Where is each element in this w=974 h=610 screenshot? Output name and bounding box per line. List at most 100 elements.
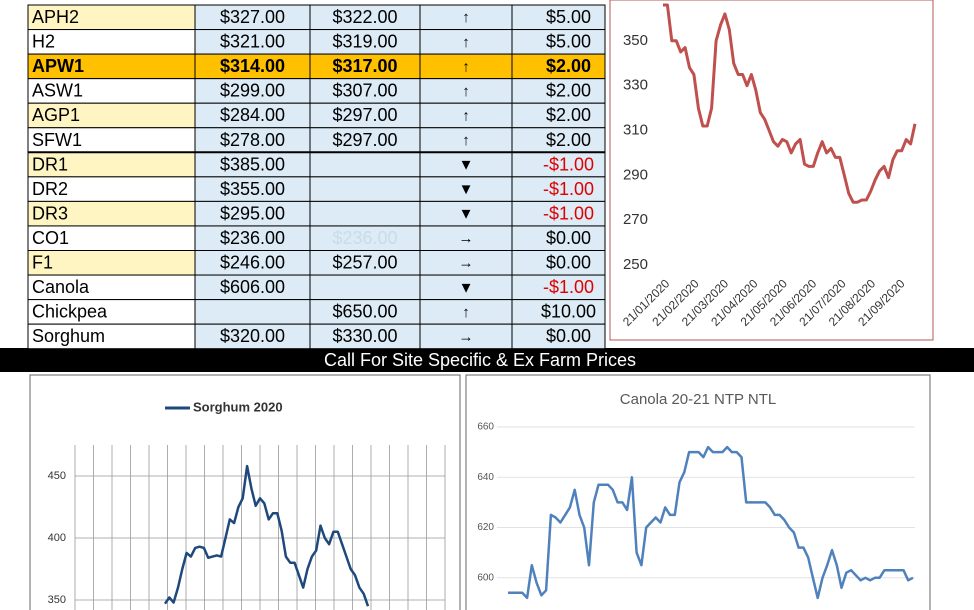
table-text: $257.00	[332, 253, 397, 273]
table-cell	[27, 323, 196, 350]
table-cell	[419, 78, 513, 104]
table-text: ↑	[462, 107, 470, 124]
table-text: ↑	[462, 304, 470, 321]
table-text: AGP1	[32, 105, 80, 125]
table-text: ↑	[462, 132, 470, 149]
table-cell	[194, 176, 311, 202]
table-cell	[309, 151, 421, 178]
table-cell	[511, 53, 606, 80]
table-text: $295.00	[220, 203, 285, 223]
table-cell	[511, 176, 606, 202]
table-cell	[194, 323, 311, 350]
table-cell	[419, 225, 513, 251]
table-cell	[511, 29, 606, 55]
table-text: ▼	[459, 206, 474, 223]
table-text: $278.00	[220, 130, 285, 150]
table-text: SFW1	[32, 130, 82, 150]
table-cell	[511, 323, 606, 350]
data-line	[163, 464, 370, 607]
table-text: ↑	[462, 83, 470, 100]
table-text: $0.00	[546, 326, 591, 346]
table-cell	[511, 299, 606, 325]
table-cell	[27, 299, 196, 325]
table-cell	[419, 53, 513, 80]
table-cell	[27, 78, 196, 104]
table-text: ASW1	[32, 81, 83, 101]
table-cell	[309, 225, 421, 251]
table-text: $297.00	[332, 105, 397, 125]
table-text: $10.00	[541, 302, 596, 322]
data-line	[508, 445, 914, 600]
table-text: $5.00	[546, 7, 591, 27]
chart-title: Canola 20-21 NTP NTL	[620, 391, 776, 408]
y-tick-label: 250	[623, 256, 648, 273]
table-cell	[194, 53, 311, 80]
table-cell	[511, 78, 606, 104]
table-text: ▼	[459, 157, 474, 174]
y-tick-label: 660	[477, 422, 494, 433]
table-text: ▼	[459, 181, 474, 198]
y-tick-label: 270	[623, 211, 648, 228]
table-text: $246.00	[220, 253, 285, 273]
banner-text: Call For Site Specific & Ex Farm Prices	[324, 350, 636, 370]
table-text: $284.00	[220, 105, 285, 125]
table-cell	[27, 176, 196, 202]
table-cell	[194, 299, 311, 325]
table-text: $307.00	[332, 81, 397, 101]
table-text: →	[459, 328, 474, 345]
table-text: CO1	[32, 228, 69, 248]
banner-bar	[0, 348, 974, 372]
table-cell	[27, 29, 196, 55]
table-cell	[309, 274, 421, 301]
table-cell	[194, 225, 311, 251]
table-cell	[194, 127, 311, 153]
table-cell	[27, 274, 196, 301]
table-text: $314.00	[220, 56, 285, 76]
table-text: $2.00	[546, 56, 591, 76]
table-text: $320.00	[220, 326, 285, 346]
table-cell	[309, 127, 421, 153]
table-text: $2.00	[546, 130, 591, 150]
table-text: APH2	[32, 7, 79, 27]
table-text: Chickpea	[32, 302, 108, 322]
y-tick-label: 330	[623, 77, 648, 94]
y-tick-label: 620	[477, 522, 494, 533]
table-text: ▼	[459, 279, 474, 296]
table-text: -$1.00	[543, 277, 594, 297]
table-text: -$1.00	[543, 179, 594, 199]
table-text: $319.00	[332, 32, 397, 52]
table-cell	[309, 176, 421, 202]
table-cell	[194, 274, 311, 301]
table-text: DR3	[32, 203, 68, 223]
table-text: $2.00	[546, 105, 591, 125]
table-text: H2	[32, 32, 55, 52]
chart-frame	[29, 374, 461, 610]
data-line	[663, 3, 917, 204]
table-cell	[27, 225, 196, 251]
table-cell	[309, 200, 421, 227]
table-text: $330.00	[332, 326, 397, 346]
table-text: APW1	[32, 56, 84, 76]
table-text: $0.00	[546, 228, 591, 248]
table-text: F1	[32, 253, 53, 273]
table-text: ↑	[462, 9, 470, 26]
table-text: ↑	[462, 34, 470, 51]
table-text: $385.00	[220, 154, 285, 174]
table-cell	[194, 200, 311, 227]
table-cell	[309, 323, 421, 350]
table-cell	[309, 78, 421, 104]
table-text: -$1.00	[543, 154, 594, 174]
y-tick-label: 350	[623, 32, 648, 49]
table-cell	[27, 53, 196, 80]
table-text: $2.00	[546, 81, 591, 101]
table-cell	[511, 225, 606, 251]
legend-entry: Sorghum 2020	[193, 399, 283, 414]
y-tick-label: 310	[623, 121, 648, 138]
table-text: $321.00	[220, 32, 285, 52]
table-cell	[309, 53, 421, 80]
y-tick-label: 370	[623, 0, 648, 4]
table-text: ↑	[462, 58, 470, 75]
table-cell	[511, 250, 606, 276]
table-cell	[419, 29, 513, 55]
